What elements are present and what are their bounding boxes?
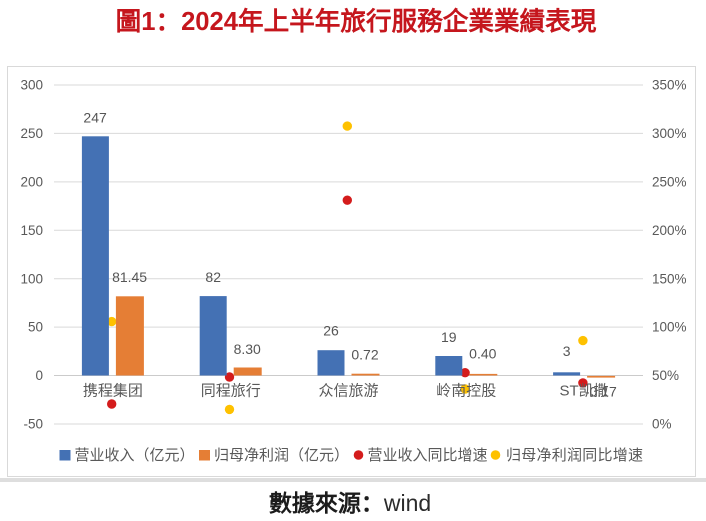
svg-text:归母净利润同比增速: 归母净利润同比增速 (506, 447, 643, 464)
svg-text:247: 247 (83, 109, 107, 125)
svg-text:250%: 250% (652, 175, 687, 190)
svg-text:营业收入（亿元）: 营业收入（亿元） (75, 447, 195, 464)
svg-text:-0.17: -0.17 (585, 384, 617, 400)
svg-text:0: 0 (35, 368, 43, 383)
svg-text:100%: 100% (652, 320, 687, 335)
svg-text:众信旅游: 众信旅游 (318, 383, 378, 400)
svg-text:-50: -50 (23, 417, 43, 432)
svg-text:26: 26 (323, 322, 339, 338)
svg-text:8.30: 8.30 (234, 341, 261, 357)
svg-text:0.40: 0.40 (469, 345, 496, 361)
svg-text:200: 200 (20, 175, 43, 190)
svg-text:19: 19 (441, 329, 457, 345)
svg-text:3: 3 (563, 343, 571, 359)
svg-text:50: 50 (28, 320, 43, 335)
svg-text:300: 300 (20, 78, 43, 93)
svg-text:0.72: 0.72 (351, 347, 378, 363)
svg-text:同程旅行: 同程旅行 (201, 383, 261, 400)
svg-text:携程集团: 携程集团 (83, 383, 143, 400)
svg-text:50%: 50% (652, 368, 679, 383)
svg-text:82: 82 (205, 269, 221, 285)
svg-text:81.45: 81.45 (112, 269, 147, 285)
svg-text:0%: 0% (652, 417, 672, 432)
svg-text:350%: 350% (652, 78, 687, 93)
svg-text:200%: 200% (652, 223, 687, 238)
svg-text:归母净利润（亿元）: 归母净利润（亿元） (214, 447, 349, 464)
svg-text:300%: 300% (652, 126, 687, 141)
svg-text:岭南控股: 岭南控股 (436, 383, 496, 400)
svg-text:150: 150 (20, 223, 43, 238)
svg-text:ST凯撒: ST凯撒 (560, 383, 609, 400)
svg-text:营业收入同比增速: 营业收入同比增速 (368, 447, 488, 464)
svg-text:150%: 150% (652, 271, 687, 286)
svg-text:100: 100 (20, 271, 43, 286)
svg-text:250: 250 (20, 126, 43, 141)
